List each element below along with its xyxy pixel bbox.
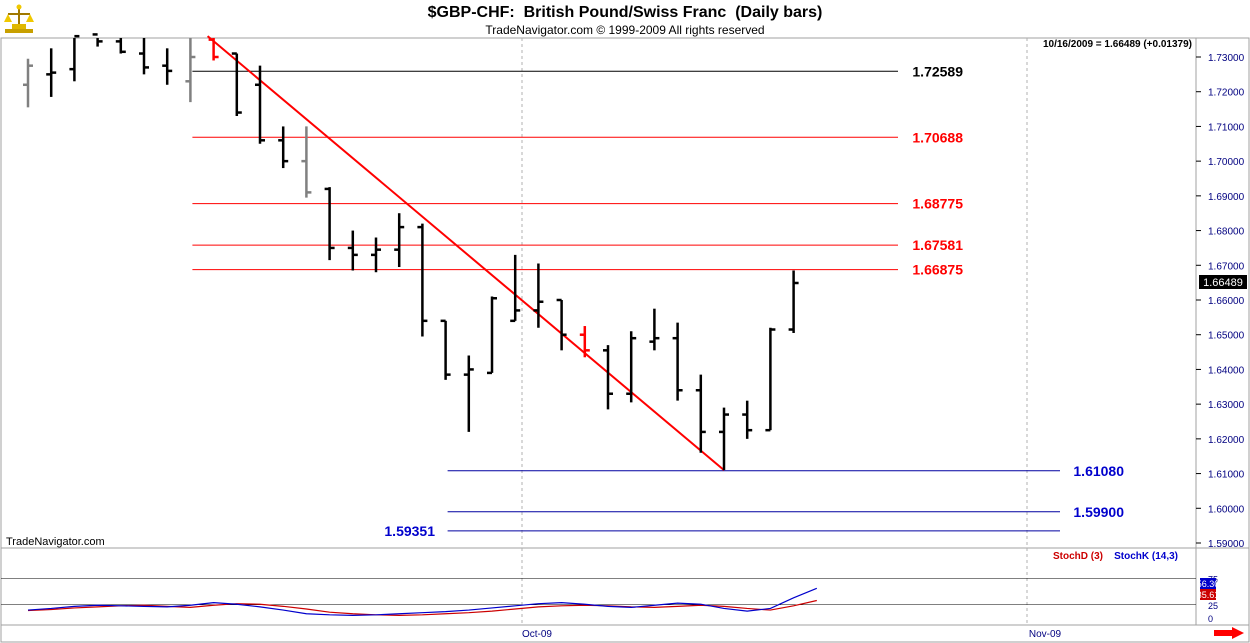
ohlc-bars (23, 33, 799, 471)
ohlc-bar (69, 34, 80, 82)
price-tick-label: 1.73000 (1208, 53, 1245, 64)
ohlc-bar (278, 126, 289, 169)
price-tick-label: 1.59000 (1208, 539, 1245, 550)
price-tick-label: 1.65000 (1208, 331, 1245, 342)
level-label: 1.70688 (912, 129, 963, 145)
price-levels: 1.72589 1.70688 1.68775 1.67581 1.66875 1.610… (192, 63, 1124, 539)
ohlc-bar (301, 126, 312, 198)
chart-header: $GBP-CHF: British Pound/Swiss Franc (Dai… (0, 0, 1250, 38)
ohlc-bar (510, 254, 521, 323)
ohlc-bar (139, 38, 149, 75)
price-tick-label: 1.61000 (1208, 470, 1245, 481)
ohlc-bar (46, 48, 57, 97)
ohlc-bar (324, 187, 335, 261)
scroll-right-arrow-icon[interactable] (1214, 627, 1244, 639)
ohlc-bar (92, 33, 103, 47)
ohlc-bar (185, 38, 196, 103)
watermark-label: TradeNavigator.com (6, 536, 105, 548)
ohlc-bar (208, 38, 219, 61)
date-tick-label: Nov-09 (1029, 629, 1062, 640)
price-tick-label: 1.62000 (1208, 435, 1245, 446)
price-tick-label: 1.66000 (1208, 296, 1245, 307)
ohlc-bar (719, 407, 729, 471)
level-label: 1.61080 (1073, 463, 1124, 479)
price-tick-label: 1.70000 (1208, 157, 1245, 168)
level-label: 1.68775 (912, 196, 963, 212)
stoch-d-value: 35.61 (1197, 590, 1220, 600)
level-label: 1.66875 (912, 262, 963, 278)
chart-subtitle: TradeNavigator.com © 1999-2009 All right… (485, 23, 765, 37)
indicator-pane (0, 547, 1197, 626)
stoch-k-value: 56.30 (1197, 579, 1220, 589)
price-tick-label: 1.68000 (1208, 227, 1245, 238)
level-label: 1.59900 (1073, 504, 1124, 520)
ohlc-bar (556, 298, 567, 351)
stoch-k-value-box (1200, 578, 1216, 589)
ohlc-bar (255, 65, 265, 144)
ohlc-bar (579, 326, 590, 358)
stoch-k-line (27, 587, 818, 616)
ohlc-bar (533, 263, 544, 328)
price-pane (0, 37, 1197, 549)
date-readout: 10/16/2009 = 1.66489 (+0.01379) (1043, 39, 1192, 50)
ohlc-bar (463, 355, 474, 432)
ohlc-bar (394, 213, 405, 268)
trade-navigator-logo-icon (4, 4, 34, 33)
price-tick-label: 1.69000 (1208, 192, 1245, 203)
ohlc-bar (695, 374, 706, 453)
level-label: 1.67581 (912, 237, 963, 253)
stoch-tick-label: 0 (1208, 614, 1213, 624)
chart-title: $GBP-CHF: British Pound/Swiss Franc (Dai… (427, 4, 823, 21)
ohlc-bar (649, 308, 660, 351)
ohlc-bar (765, 327, 776, 432)
date-axis-pane (0, 624, 1250, 643)
price-tick-label: 1.60000 (1208, 504, 1245, 515)
vertical-gridlines (521, 38, 1028, 625)
stoch-d-line (27, 599, 817, 616)
last-price-box (1199, 275, 1247, 289)
price-tick-label: 1.64000 (1208, 365, 1245, 376)
price-tick-label: 1.67000 (1208, 261, 1245, 272)
stoch-d-legend: StochD (3) (1053, 551, 1103, 562)
ohlc-bar (23, 58, 33, 108)
price-tick-label: 1.72000 (1208, 88, 1245, 99)
date-axis: Oct-09 Nov-09 (522, 629, 1062, 640)
price-tick-label: 1.71000 (1208, 122, 1245, 133)
ohlc-bar (115, 38, 126, 54)
ohlc-bar (231, 52, 242, 117)
ohlc-bar (603, 345, 613, 410)
level-label: 1.59351 (384, 523, 435, 539)
ohlc-bar (742, 400, 753, 439)
ohlc-bar (347, 230, 358, 271)
ohlc-bar (417, 223, 428, 337)
ohlc-bar (162, 48, 173, 85)
ohlc-bar (371, 237, 381, 273)
price-axis: 1.73000 1.72000 1.71000 1.70000 1.69000 1.680… (1196, 53, 1245, 550)
stoch-d-value-box (1200, 589, 1216, 600)
stoch-tick-label: 25 (1208, 601, 1218, 611)
stochastic-indicator (1, 577, 1196, 616)
ohlc-bar (788, 270, 799, 333)
date-tick-label: Oct-09 (522, 629, 552, 640)
last-price-label: 1.66489 (1203, 277, 1243, 289)
ohlc-bar (440, 319, 451, 380)
ohlc-bar (626, 331, 637, 403)
price-axis-pane (1195, 37, 1250, 549)
ohlc-bar (487, 296, 497, 375)
stoch-k-legend: StochK (14,3) (1114, 551, 1178, 562)
price-tick-label: 1.63000 (1208, 400, 1245, 411)
ohlc-bar (672, 322, 683, 401)
downtrend-line (206, 35, 725, 471)
level-label: 1.72589 (912, 63, 963, 79)
